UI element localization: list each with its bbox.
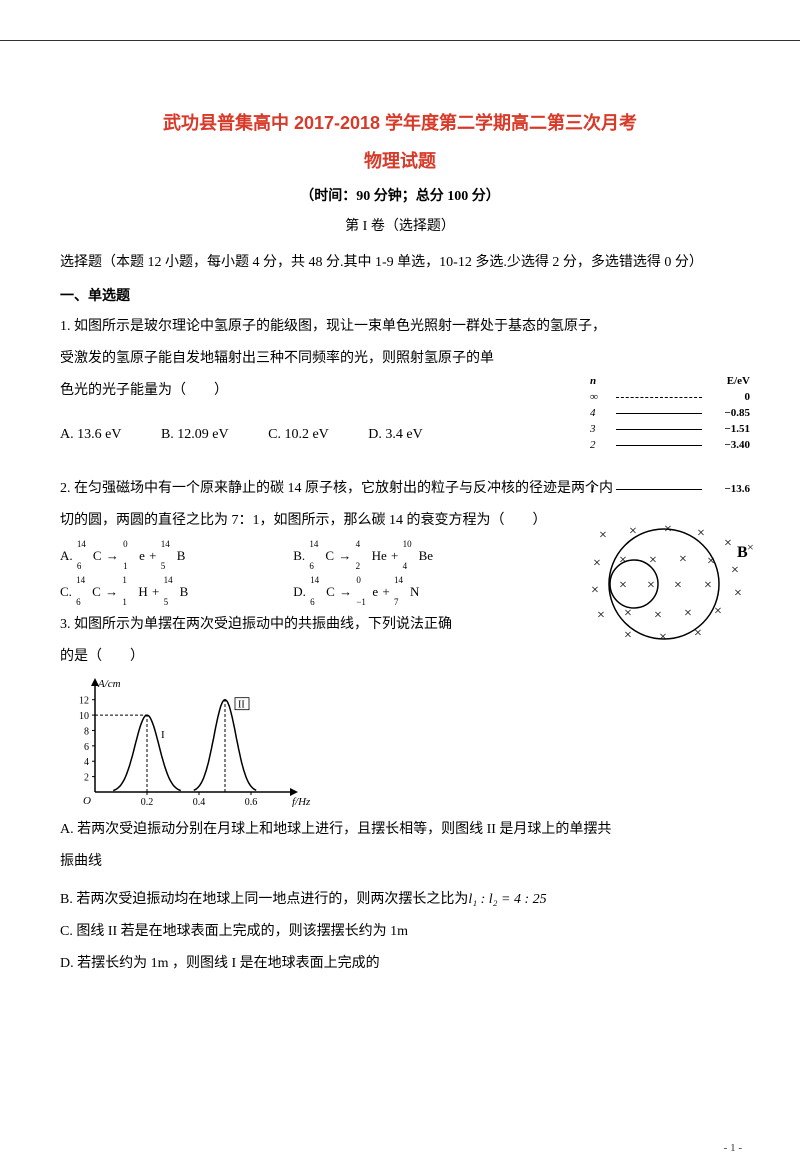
- energy-e-2: −3.40: [706, 439, 750, 451]
- svg-text:×: ×: [629, 524, 637, 539]
- svg-text:0.4: 0.4: [193, 797, 206, 807]
- svg-text:×: ×: [724, 536, 732, 551]
- title-line-1: 武功县普集高中 2017-2018 学年度第二学期高二第三次月考: [60, 109, 740, 135]
- svg-text:×: ×: [707, 554, 715, 569]
- svg-text:×: ×: [619, 553, 627, 568]
- q2-opt-a: A. 146C → 01e + 145B: [60, 543, 290, 569]
- svg-text:×: ×: [664, 522, 672, 537]
- question-2: 2. 在匀强磁场中有一个原来静止的碳 14 原子核，它放射出的粒子与反冲核的径迹…: [60, 475, 740, 605]
- q2-stem-a: 2. 在匀强磁场中有一个原来静止的碳 14 原子核，它放射出的粒子与反冲核的径迹…: [60, 475, 740, 503]
- svg-text:0.6: 0.6: [245, 797, 258, 807]
- q1-opt-d: D. 3.4 eV: [368, 421, 422, 449]
- energy-e-inf: 0: [706, 391, 750, 403]
- energy-header-n: n: [590, 375, 612, 387]
- svg-text:II: II: [238, 700, 245, 711]
- q2-opt-b: B. 146C → 42He + 104Be: [293, 543, 523, 569]
- time-info: （时间：90 分钟；总分 100 分）: [60, 185, 740, 205]
- svg-text:4: 4: [84, 757, 89, 768]
- svg-text:f/Hz: f/Hz: [292, 796, 310, 807]
- svg-text:8: 8: [84, 726, 89, 737]
- energy-e-3: −1.51: [706, 423, 750, 435]
- energy-n-3: 3: [590, 423, 612, 435]
- energy-line-2: [616, 445, 702, 446]
- q1-opt-a: A. 13.6 eV: [60, 421, 121, 449]
- q3-stem-a: 3. 如图所示为单摆在两次受迫振动中的共振曲线，下列说法正确: [60, 611, 740, 639]
- svg-text:×: ×: [704, 578, 712, 593]
- q1-stem-a: 1. 如图所示是玻尔理论中氢原子的能级图，现让一束单色光照射一群处于基态的氢原子…: [60, 313, 740, 341]
- svg-text:×: ×: [674, 578, 682, 593]
- energy-n-4: 4: [590, 407, 612, 419]
- svg-text:×: ×: [679, 552, 687, 567]
- svg-text:×: ×: [619, 578, 627, 593]
- svg-text:×: ×: [599, 528, 607, 543]
- page-number: - 1 -: [724, 1142, 742, 1154]
- q1-opt-c: C. 10.2 eV: [268, 421, 329, 449]
- paper-part: 第 I 卷（选择题）: [60, 215, 740, 235]
- q3-opt-b: B. 若两次受迫振动均在地球上同一地点进行的，则两次摆长之比为l₁ : l₂ =…: [60, 886, 740, 914]
- energy-n-2: 2: [590, 439, 612, 451]
- energy-line-inf: [616, 397, 702, 398]
- q3-opt-a-2: 振曲线: [60, 848, 740, 876]
- q3-opt-d: D. 若摆长约为 1m ，则图线 I 是在地球表面上完成的: [60, 950, 740, 978]
- q1-stem-b: 受激发的氢原子能自发地辐射出三种不同频率的光，则照射氢原子的单: [60, 345, 740, 373]
- q2-opt-d: D. 146C → 0−1e + 147N: [293, 579, 523, 605]
- exam-page: 武功县普集高中 2017-2018 学年度第二学期高二第三次月考 物理试题 （时…: [0, 40, 800, 1172]
- q3-stem-b: 的是（ ）: [60, 643, 740, 671]
- svg-text:×: ×: [697, 526, 705, 541]
- svg-text:×: ×: [734, 586, 742, 601]
- svg-text:×: ×: [647, 578, 655, 593]
- svg-text:×: ×: [649, 553, 657, 568]
- energy-n-inf: ∞: [590, 391, 612, 403]
- svg-text:O: O: [83, 795, 91, 807]
- question-1: 1. 如图所示是玻尔理论中氢原子的能级图，现让一束单色光照射一群处于基态的氢原子…: [60, 313, 740, 449]
- q1-opt-b: B. 12.09 eV: [161, 421, 229, 449]
- q2-opt-c: C. 146C → 11H + 145B: [60, 579, 290, 605]
- title-line-2: 物理试题: [60, 147, 740, 173]
- svg-text:0.2: 0.2: [141, 797, 154, 807]
- svg-text:2: 2: [84, 773, 89, 784]
- energy-e-4: −0.85: [706, 407, 750, 419]
- svg-text:A/cm: A/cm: [97, 678, 121, 690]
- svg-text:×: ×: [731, 563, 739, 578]
- energy-header-e: E/eV: [706, 375, 750, 387]
- svg-text:×: ×: [591, 583, 599, 598]
- energy-line-3: [616, 429, 702, 430]
- svg-text:×: ×: [593, 556, 601, 571]
- resonance-graph: 121086420.20.40.6OA/cmf/HzIII: [60, 677, 740, 812]
- section-1-heading: 一、单选题: [60, 285, 740, 305]
- svg-text:×: ×: [747, 540, 754, 554]
- svg-text:I: I: [161, 729, 165, 741]
- instructions: 选择题（本题 12 小题，每小题 4 分，共 48 分.其中 1-9 单选，10…: [60, 249, 740, 277]
- q3-opt-a-1: A. 若两次受迫振动分别在月球上和地球上进行，且摆长相等，则图线 II 是月球上…: [60, 816, 740, 844]
- question-3: 3. 如图所示为单摆在两次受迫振动中的共振曲线，下列说法正确 的是（ ） 12 1…: [60, 611, 740, 978]
- q3-opt-c: C. 图线 II 若是在地球表面上完成的，则该摆摆长约为 1m: [60, 918, 740, 946]
- svg-text:10: 10: [79, 711, 89, 722]
- svg-text:12: 12: [79, 696, 89, 707]
- energy-line-4: [616, 413, 702, 414]
- svg-text:6: 6: [84, 742, 89, 753]
